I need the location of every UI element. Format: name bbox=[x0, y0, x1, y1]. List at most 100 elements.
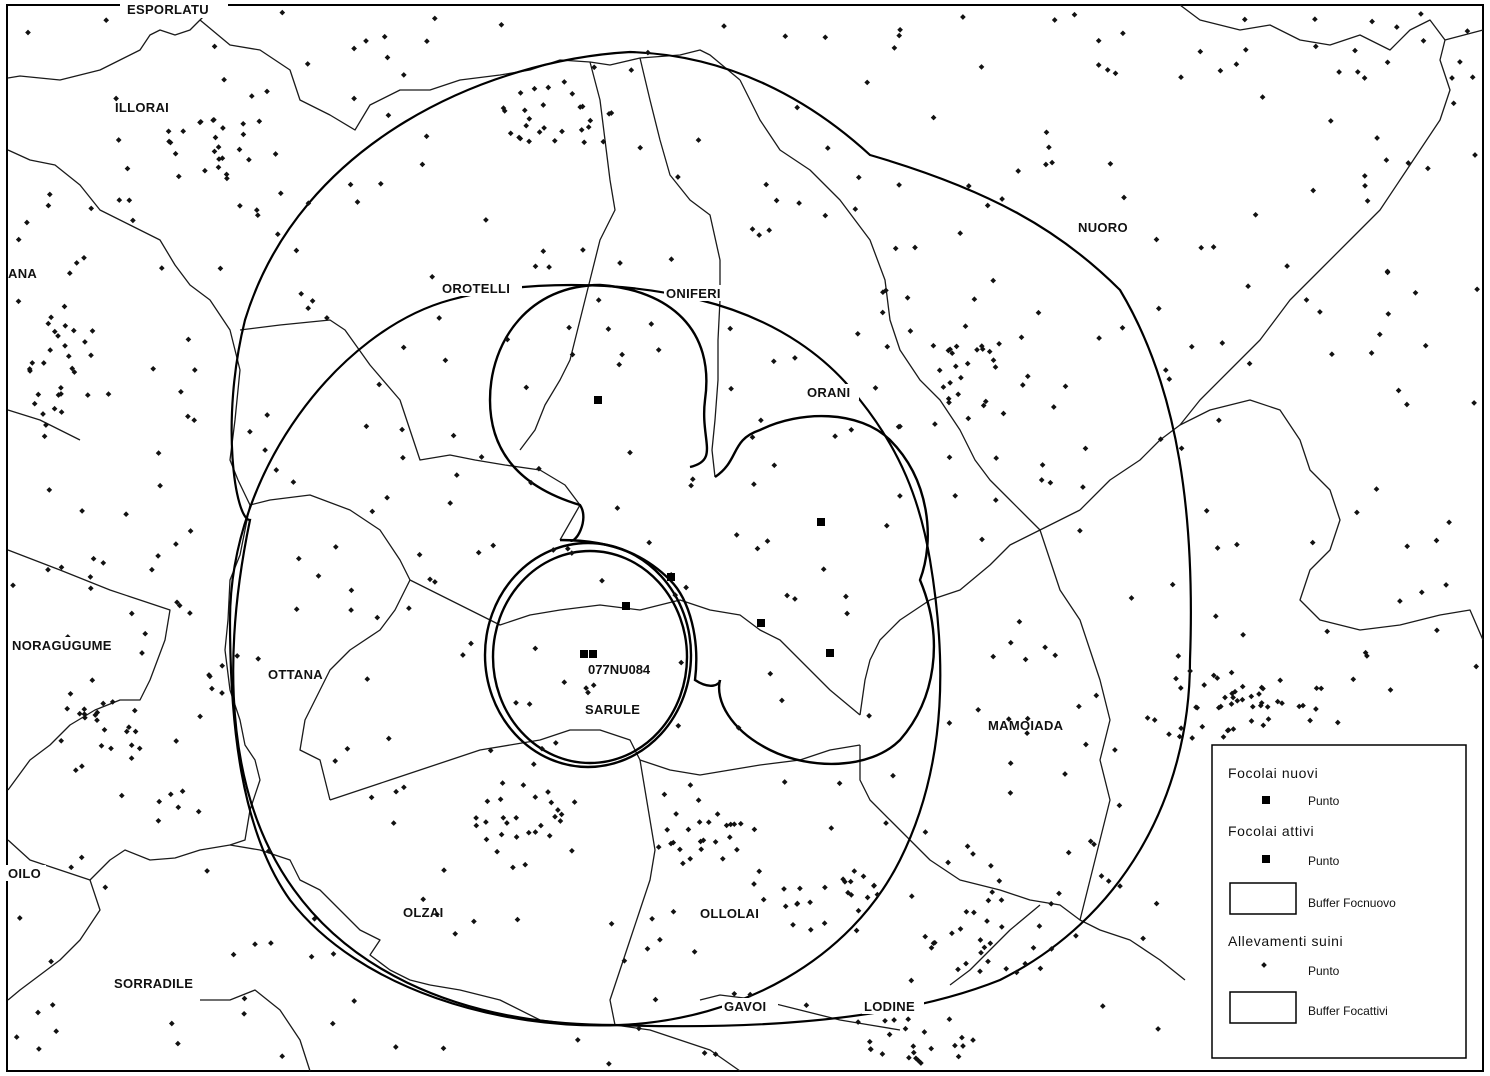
pig-farm-point bbox=[571, 799, 578, 805]
outbreak-point bbox=[622, 602, 630, 610]
pig-farm-point bbox=[24, 219, 30, 226]
pig-farm-point bbox=[385, 735, 392, 742]
pig-farm-point bbox=[958, 374, 964, 381]
buffer-oniferi bbox=[488, 283, 709, 542]
pig-farm-point bbox=[191, 417, 198, 424]
pig-farm-point bbox=[1099, 1003, 1106, 1009]
pig-farm-point bbox=[440, 1045, 447, 1052]
pig-farm-point bbox=[1303, 297, 1310, 303]
label-oniferi: ONIFERI bbox=[666, 286, 721, 301]
pig-farm-point bbox=[155, 553, 161, 559]
pig-farm-point bbox=[980, 402, 987, 409]
pig-farm-point bbox=[649, 915, 655, 922]
pig-farm-point bbox=[53, 1028, 60, 1035]
pig-farm-point bbox=[315, 573, 322, 579]
pig-farm-point bbox=[1093, 692, 1100, 699]
pig-farm-point bbox=[1153, 900, 1160, 907]
pig-farm-point bbox=[580, 247, 586, 253]
pig-farm-point bbox=[468, 640, 474, 647]
pig-farm-point bbox=[98, 742, 105, 749]
pig-farm-point bbox=[309, 298, 316, 304]
pig-farm-point bbox=[922, 933, 929, 940]
pig-farm-point bbox=[406, 605, 412, 612]
legend-new-outbreak-point: Punto bbox=[1308, 794, 1340, 808]
pig-farm-point bbox=[92, 712, 99, 718]
pig-farm-point bbox=[81, 711, 88, 717]
pig-farm-point bbox=[600, 138, 607, 145]
pig-farm-point bbox=[855, 907, 862, 914]
pig-farm-point bbox=[1016, 618, 1023, 625]
pig-farm-point bbox=[1104, 67, 1111, 73]
pig-farm-point bbox=[507, 130, 514, 137]
pig-farm-point bbox=[891, 1017, 897, 1023]
pig-farm-point bbox=[871, 883, 877, 889]
pig-farm-point bbox=[695, 797, 702, 804]
pig-farm-point bbox=[1376, 331, 1383, 338]
pig-farm-point bbox=[1022, 656, 1029, 663]
pig-farm-point bbox=[695, 137, 702, 143]
pig-farm-point bbox=[606, 1060, 612, 1067]
pig-farm-point bbox=[100, 700, 107, 707]
pig-farm-point bbox=[471, 918, 477, 925]
outbreak-point bbox=[826, 649, 834, 657]
pig-farm-point bbox=[645, 49, 651, 56]
pig-farm-point bbox=[264, 412, 271, 418]
pig-farm-point bbox=[36, 1046, 42, 1052]
pig-farm-point bbox=[546, 264, 552, 270]
pig-farm-point bbox=[522, 861, 529, 868]
pig-farm-point bbox=[985, 958, 991, 965]
pig-farm-point bbox=[683, 584, 689, 591]
pig-farm-point bbox=[705, 819, 712, 826]
legend-buffer-active-label: Buffer Focattivi bbox=[1308, 1004, 1388, 1018]
pig-farm-point bbox=[962, 323, 969, 330]
buffer-connector bbox=[559, 538, 722, 687]
pig-farm-point bbox=[1201, 682, 1208, 688]
pig-farm-point bbox=[1098, 873, 1105, 879]
pig-farm-point bbox=[910, 1049, 917, 1056]
pig-farm-point bbox=[1310, 187, 1317, 194]
pig-farm-point bbox=[1317, 309, 1323, 315]
pig-farm-point bbox=[1112, 747, 1118, 753]
pig-farm-point bbox=[844, 610, 850, 617]
pig-farm-point bbox=[807, 926, 814, 933]
pig-farm-point bbox=[864, 894, 871, 901]
pig-farm-point bbox=[843, 593, 849, 600]
pig-farm-point bbox=[416, 551, 423, 558]
pig-farm-point bbox=[1373, 486, 1380, 492]
pig-farm-point bbox=[510, 864, 516, 871]
pig-farm-point bbox=[501, 108, 508, 114]
legend-heading-pig-farms: Allevamenti suini bbox=[1228, 933, 1343, 949]
pig-farm-point bbox=[1352, 47, 1358, 54]
pig-farm-point bbox=[253, 207, 260, 213]
pig-farm-point bbox=[550, 547, 557, 553]
pig-farm-point bbox=[965, 415, 972, 422]
pig-farm-point bbox=[897, 26, 903, 33]
pig-farm-point bbox=[513, 834, 520, 840]
pig-farm-point bbox=[928, 1045, 935, 1052]
pig-farm-point bbox=[990, 277, 997, 284]
pig-farm-point bbox=[566, 324, 572, 331]
pig-farm-point bbox=[996, 340, 1002, 347]
pig-farm-point bbox=[497, 796, 504, 803]
pig-farm-point bbox=[564, 545, 571, 552]
buffer-sarule bbox=[483, 541, 693, 769]
pig-farm-point bbox=[992, 497, 999, 503]
pig-farm-point bbox=[836, 780, 843, 787]
pig-farm-point bbox=[754, 545, 761, 552]
pig-farm-point bbox=[606, 110, 612, 117]
pig-farm-point bbox=[392, 1044, 399, 1050]
pig-farm-point bbox=[675, 722, 682, 729]
pig-farm-point bbox=[1024, 373, 1031, 380]
pig-farm-point bbox=[536, 465, 542, 472]
pig-farm-point bbox=[1318, 685, 1325, 692]
pig-farm-point bbox=[1472, 152, 1478, 158]
legend-active-outbreak-point: Punto bbox=[1308, 854, 1340, 868]
pig-farm-point bbox=[197, 118, 204, 125]
label-lodine: LODINE bbox=[864, 999, 915, 1014]
pig-farm-point bbox=[290, 479, 297, 485]
pig-farm-point bbox=[1036, 923, 1043, 929]
pig-farm-point bbox=[1091, 841, 1097, 848]
pig-farm-point bbox=[195, 808, 202, 815]
pig-farm-point bbox=[930, 114, 937, 121]
pig-farm-point bbox=[868, 1046, 874, 1053]
